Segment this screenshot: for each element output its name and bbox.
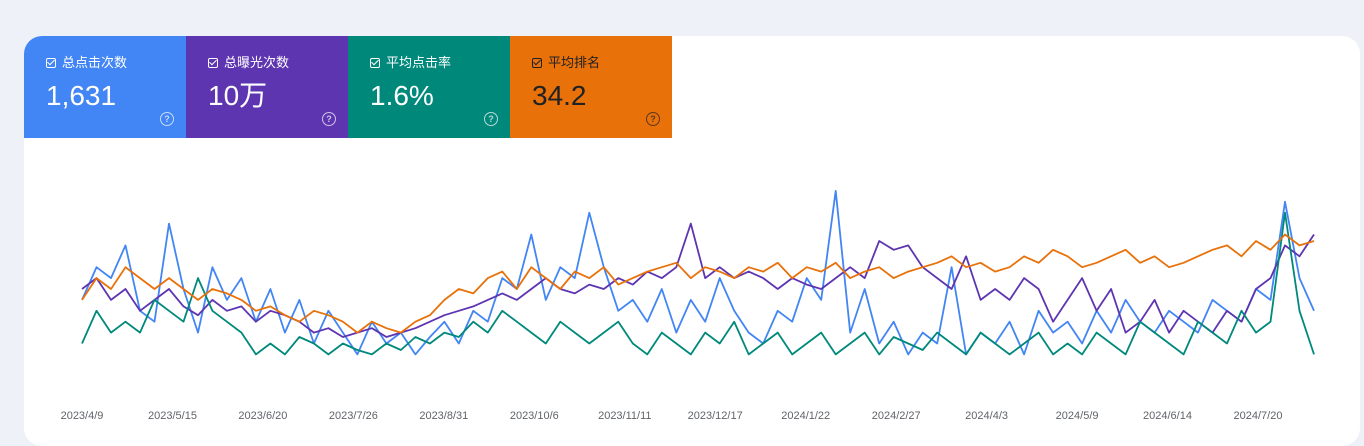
help-icon[interactable]: ?	[322, 112, 336, 126]
series-impressions-line[interactable]	[81, 222, 1315, 338]
series-ctr-line[interactable]	[81, 211, 1315, 356]
series-clicks-line[interactable]	[81, 189, 1315, 356]
tile-label: 平均排名	[548, 55, 601, 70]
x-tick-label: 2024/6/14	[1143, 410, 1192, 422]
tile-total-clicks[interactable]: 总点击次数 1,631 ?	[24, 36, 186, 138]
series-position-line[interactable]	[81, 233, 1315, 334]
tile-total-impressions[interactable]: 总曝光次数 10万 ?	[186, 36, 348, 138]
x-tick-label: 2023/8/31	[419, 410, 468, 422]
x-tick-label: 2023/5/15	[148, 410, 197, 422]
x-tick-label: 2024/2/27	[872, 410, 921, 422]
x-tick-label: 2023/11/11	[598, 410, 651, 422]
performance-card: 总点击次数 1,631 ? 总曝光次数 10万 ? 平均点击率 1.6% ? 平…	[24, 36, 1360, 446]
performance-chart: 2023/4/9 2023/5/15 2023/6/20 2023/7/26 2023/…	[61, 189, 1315, 422]
x-tick-label: 2024/4/3	[965, 410, 1008, 422]
tile-average-position[interactable]: 平均排名 34.2 ?	[510, 36, 672, 138]
tile-value: 34.2	[532, 80, 587, 111]
checkbox-checked-icon[interactable]	[532, 58, 542, 68]
help-icon[interactable]: ?	[646, 112, 660, 126]
x-tick-label: 2024/5/9	[1056, 410, 1099, 422]
x-tick-label: 2023/10/6	[510, 410, 559, 422]
checkbox-checked-icon[interactable]	[370, 58, 380, 68]
tile-header: 总点击次数	[46, 56, 186, 70]
x-tick-label: 2023/6/20	[238, 410, 287, 422]
x-tick-label: 2023/12/17	[688, 410, 743, 422]
tile-value: 1.6%	[370, 80, 434, 111]
x-tick-label: 2024/7/20	[1234, 410, 1283, 422]
tile-header: 平均点击率	[370, 56, 510, 70]
x-tick-label: 2023/4/9	[61, 410, 104, 422]
tile-header: 平均排名	[532, 56, 672, 70]
tile-value: 10万	[208, 80, 268, 111]
tile-label: 总点击次数	[62, 55, 128, 70]
x-tick-label: 2023/7/26	[329, 410, 378, 422]
help-icon[interactable]: ?	[160, 112, 174, 126]
tile-header: 总曝光次数	[208, 56, 348, 70]
tile-label: 总曝光次数	[224, 55, 290, 70]
tile-label: 平均点击率	[386, 55, 452, 70]
x-tick-label: 2024/1/22	[781, 410, 830, 422]
checkbox-checked-icon[interactable]	[46, 58, 56, 68]
tile-average-ctr[interactable]: 平均点击率 1.6% ?	[348, 36, 510, 138]
help-icon[interactable]: ?	[484, 112, 498, 126]
metric-tiles: 总点击次数 1,631 ? 总曝光次数 10万 ? 平均点击率 1.6% ? 平…	[24, 36, 672, 138]
tile-value: 1,631	[46, 80, 117, 111]
checkbox-checked-icon[interactable]	[208, 58, 218, 68]
